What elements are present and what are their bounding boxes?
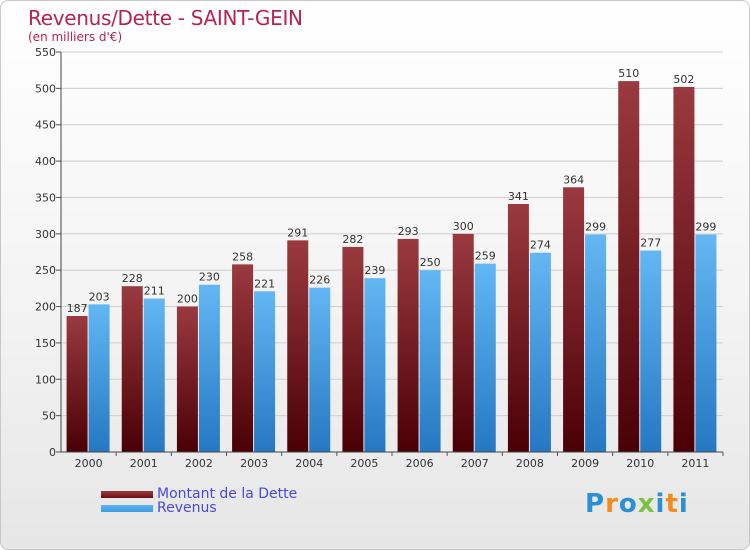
- chart-subtitle: (en milliers d'€): [28, 30, 123, 44]
- y-tick-label: 500: [35, 82, 56, 95]
- y-tick-label: 400: [35, 155, 56, 168]
- x-tick-label: 2001: [130, 457, 158, 470]
- data-label: 259: [475, 250, 496, 263]
- y-tick-label: 100: [35, 373, 56, 386]
- x-tick-label: 2011: [681, 457, 709, 470]
- data-label: 300: [453, 220, 474, 233]
- data-label: 291: [287, 226, 308, 239]
- logo-letter: i: [678, 489, 689, 519]
- bar-dette: [673, 86, 695, 452]
- bar-revenus: [309, 287, 331, 452]
- logo-letter: x: [637, 489, 656, 519]
- data-label: 258: [232, 250, 253, 263]
- data-label: 221: [254, 277, 275, 290]
- axes: 0 50 100 150 200 250 300 350 400 450 500 550 2000 200…: [35, 46, 724, 470]
- bar-dette: [452, 233, 474, 452]
- bar-revenus: [640, 250, 662, 452]
- bar-revenus: [585, 234, 607, 452]
- data-label: 341: [508, 190, 529, 203]
- data-label: 203: [89, 290, 110, 303]
- x-tick-label: 2008: [516, 457, 544, 470]
- y-tick-label: 200: [35, 301, 56, 314]
- bar-dette: [232, 264, 254, 452]
- data-label: 299: [695, 221, 716, 234]
- legend: Montant de la Dette Revenus: [101, 487, 297, 515]
- bar-dette: [287, 240, 309, 452]
- legend-item-revenus: Revenus: [101, 501, 297, 515]
- y-tick-label: 250: [35, 264, 56, 277]
- x-tick-label: 2010: [626, 457, 654, 470]
- data-label: 282: [342, 233, 363, 246]
- data-label: 293: [398, 225, 419, 238]
- bar-revenus: [198, 284, 220, 452]
- x-tick-label: 2000: [75, 457, 103, 470]
- x-tick-label: 2005: [350, 457, 378, 470]
- data-label: 228: [122, 272, 143, 285]
- y-tick-label: 550: [35, 46, 56, 59]
- data-label: 274: [530, 239, 551, 252]
- data-label: 200: [177, 293, 198, 306]
- chart-title: Revenus/Dette - SAINT-GEIN: [28, 6, 303, 30]
- legend-swatch-dette: [101, 490, 153, 498]
- bar-revenus: [474, 263, 496, 452]
- y-tick-label: 0: [49, 446, 56, 459]
- legend-item-dette: Montant de la Dette: [101, 487, 297, 501]
- proxiti-logo: Proxiti: [585, 489, 689, 519]
- bar-revenus: [364, 278, 386, 452]
- logo-letter: o: [618, 489, 638, 519]
- y-tick-label: 150: [35, 337, 56, 350]
- data-label: 239: [364, 264, 385, 277]
- bar-dette: [66, 316, 88, 452]
- bar-dette: [397, 238, 419, 452]
- legend-swatch-revenus: [101, 504, 153, 512]
- data-label: 226: [309, 274, 330, 287]
- bar-dette: [121, 286, 143, 452]
- logo-letter: P: [585, 489, 606, 519]
- legend-label-revenus: Revenus: [157, 500, 217, 516]
- data-label: 299: [585, 221, 606, 234]
- x-tick-label: 2007: [461, 457, 489, 470]
- y-tick-label: 300: [35, 228, 56, 241]
- data-label: 211: [144, 285, 165, 298]
- y-tick-label: 50: [42, 410, 56, 423]
- x-tick-label: 2009: [571, 457, 599, 470]
- bar-revenus: [419, 270, 441, 452]
- bar-revenus: [695, 234, 717, 452]
- data-label: 230: [199, 271, 220, 284]
- data-label: 277: [640, 237, 661, 250]
- x-tick-label: 2002: [185, 457, 213, 470]
- bar-revenus: [143, 298, 165, 452]
- logo-letter: r: [605, 489, 619, 519]
- data-label: 250: [420, 256, 441, 269]
- y-tick-label: 450: [35, 119, 56, 132]
- bar-dette: [618, 81, 640, 452]
- x-tick-label: 2006: [406, 457, 434, 470]
- bar-dette: [563, 187, 585, 453]
- x-tick-label: 2004: [295, 457, 323, 470]
- bars: [66, 81, 717, 453]
- bar-dette: [176, 306, 198, 452]
- bar-revenus: [88, 304, 110, 452]
- bar-dette: [342, 246, 364, 452]
- data-label: 510: [618, 67, 639, 80]
- data-label: 502: [673, 73, 694, 86]
- bar-revenus: [529, 252, 551, 452]
- bar-revenus: [254, 291, 276, 452]
- bar-dette: [507, 204, 529, 452]
- data-label: 187: [67, 302, 88, 315]
- y-tick-label: 350: [35, 191, 56, 204]
- legend-label-dette: Montant de la Dette: [157, 486, 298, 502]
- logo-letter: t: [665, 489, 679, 519]
- x-tick-label: 2003: [240, 457, 268, 470]
- logo-letter: i: [655, 489, 666, 519]
- data-label: 364: [563, 173, 584, 186]
